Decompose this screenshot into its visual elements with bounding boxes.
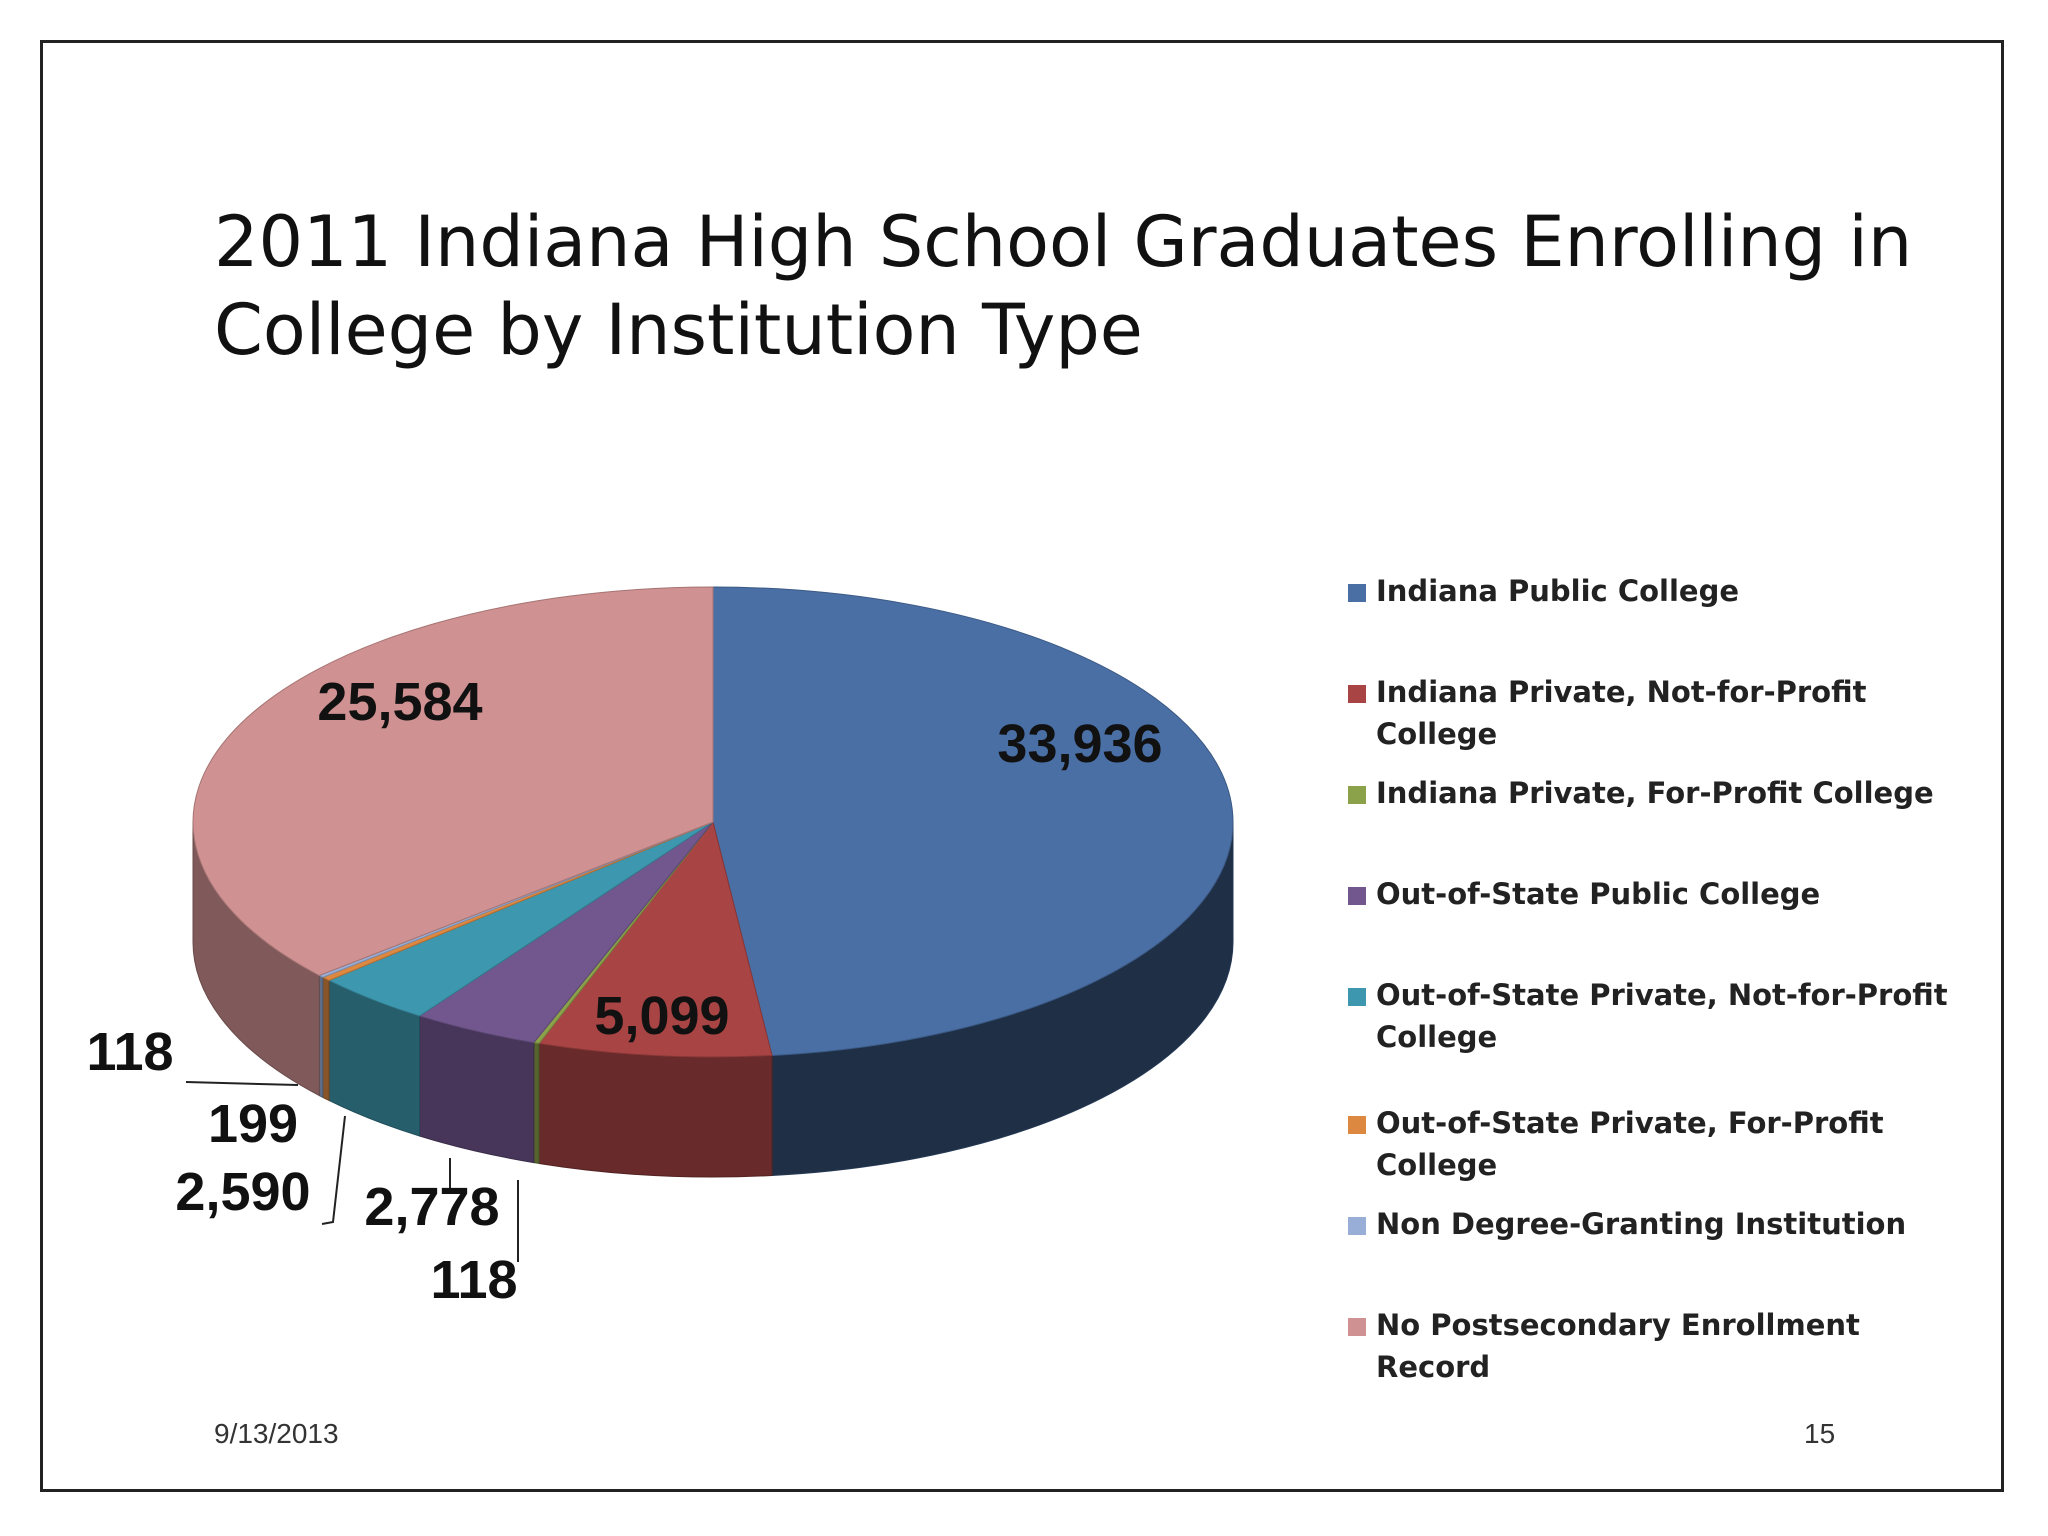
legend-swatch-2 — [1348, 786, 1366, 804]
data-label-6: 118 — [86, 1022, 173, 1082]
data-label-1: 5,099 — [594, 986, 729, 1046]
slide-title: 2011 Indiana High School Graduates Enrol… — [214, 198, 1914, 374]
legend-label-line: Out-of-State Private, For-Profit College — [1376, 1106, 1884, 1182]
legend-label-line: Indiana Private, Not-for-Profit College — [1376, 675, 1867, 751]
legend-label-line: College — [1376, 1020, 1498, 1054]
data-label-4: 2,590 — [175, 1162, 310, 1222]
legend-label-line: Out-of-State Public College — [1376, 877, 1821, 911]
legend-label-4: Out-of-State Private, Not-for-Profit Coll… — [1376, 974, 1956, 1058]
pie-side-6 — [318, 974, 324, 1099]
pie-side-walls — [192, 821, 1234, 1178]
legend-swatch-6 — [1348, 1217, 1366, 1235]
leader-line-6 — [185, 1081, 299, 1086]
pie-slice-1 — [538, 820, 773, 1058]
legend-label-6: Non Degree-Granting Institution — [1376, 1203, 1956, 1245]
legend-label-1: Indiana Private, Not-for-Profit College — [1376, 671, 1956, 755]
legend-label-line: No Postsecondary Enrollment Record — [1376, 1308, 1860, 1384]
legend-label-line: Indiana Public College — [1376, 574, 1740, 608]
pie-slice-0 — [712, 586, 1234, 1057]
pie-top — [192, 586, 1234, 1058]
data-label-3: 2,778 — [364, 1177, 499, 1237]
legend-swatch-4 — [1348, 988, 1366, 1006]
data-label-5: 199 — [208, 1094, 298, 1154]
legend-label-5: Out-of-State Private, For-Profit College — [1376, 1102, 1956, 1186]
legend-label-3: Out-of-State Public College — [1376, 873, 1956, 915]
pie-slice-7 — [192, 586, 714, 977]
legend-swatch-0 — [1348, 584, 1366, 602]
legend-label-0: Indiana Public College — [1376, 570, 1956, 612]
legend-swatch-3 — [1348, 887, 1366, 905]
slide-date: 9/13/2013 — [214, 1418, 339, 1449]
pie-data-labels: 33,936 5,099 118 2,778 2,590 199 118 25,584 — [86, 672, 1162, 1310]
pie-side-5 — [322, 976, 330, 1102]
pie-side-1 — [538, 1042, 773, 1178]
data-label-7: 25,584 — [317, 672, 482, 732]
legend-swatch-1 — [1348, 685, 1366, 703]
title-line-1: 2011 Indiana High School Graduates Enrol… — [214, 201, 1913, 283]
legend-label-7: No Postsecondary Enrollment Record — [1376, 1304, 1956, 1388]
slide-page-number: 15 — [1804, 1418, 1836, 1449]
legend-label-line: Non Degree-Granting Institution — [1376, 1207, 1907, 1241]
data-label-0: 33,936 — [997, 714, 1162, 774]
legend-label-line: Out-of-State Private, Not-for-Profit — [1376, 978, 1948, 1012]
legend-swatch-5 — [1348, 1116, 1366, 1134]
data-label-2: 118 — [430, 1250, 517, 1310]
legend-label-line: Indiana Private, For-Profit College — [1376, 776, 1934, 810]
pie-side-2 — [533, 1042, 540, 1165]
legend-swatch-7 — [1348, 1318, 1366, 1336]
legend-label-2: Indiana Private, For-Profit College — [1376, 772, 1956, 814]
leader-line-4 — [321, 1115, 346, 1225]
title-line-2: College by Institution Type — [214, 289, 1143, 371]
